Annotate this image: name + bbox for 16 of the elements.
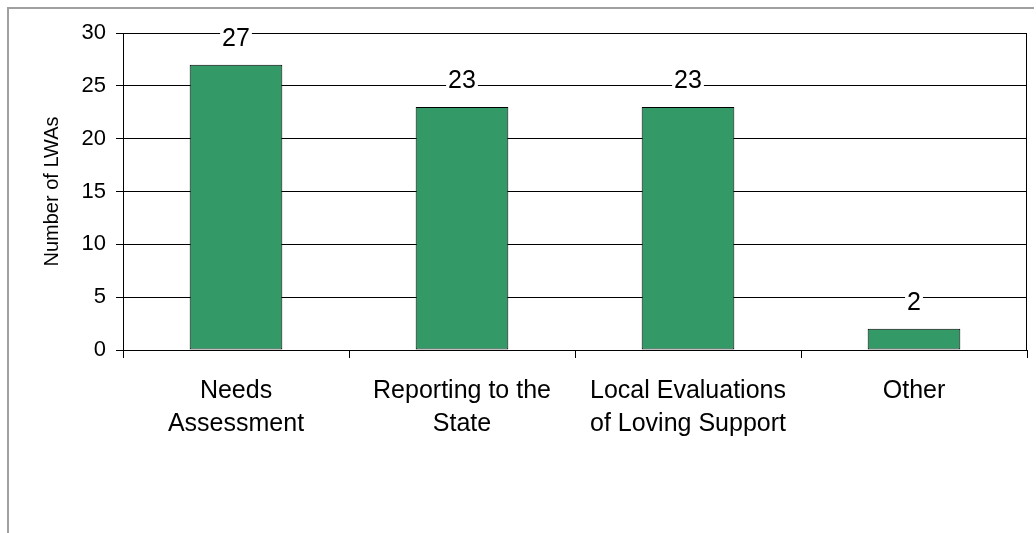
data-label: 27 [222, 22, 250, 51]
y-tick-label: 10 [81, 230, 106, 256]
y-tick-label: 25 [81, 71, 106, 97]
y-tick-label: 5 [93, 283, 106, 309]
data-label: 23 [448, 64, 476, 93]
x-tick-label: Reporting to the State [373, 375, 551, 437]
data-label: 23 [674, 64, 702, 93]
y-tick-label: 30 [81, 19, 106, 45]
y-axis-title: Number of LWAs [39, 116, 62, 267]
y-tick-label: 15 [81, 177, 106, 203]
y-tick-label: 20 [81, 124, 106, 150]
data-label: 2 [907, 286, 921, 315]
y-tick-label: 0 [93, 336, 106, 362]
x-tick-label: Needs Assessment [167, 375, 305, 437]
x-tick-label: Local Evaluations of Loving Support [590, 375, 787, 437]
x-tick-label: Other [882, 375, 946, 404]
